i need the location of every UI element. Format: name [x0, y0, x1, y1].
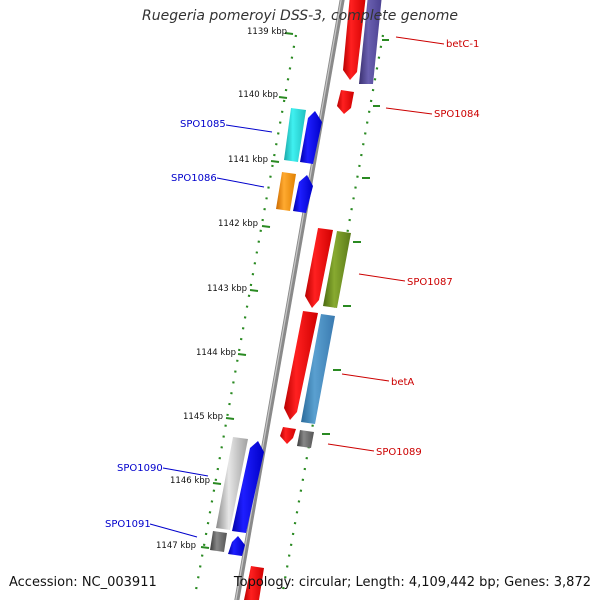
tick-mark	[225, 417, 235, 420]
topology-text: Topology: circular; Length: 4,109,442 bp…	[233, 575, 591, 590]
forward-strand-features	[210, 108, 322, 556]
gene-feature-blue	[228, 536, 245, 556]
gene-feature-purple	[359, 0, 382, 84]
tick-label: 1139 kbp	[247, 27, 287, 37]
gene-feature-blue	[232, 441, 264, 533]
label-leader-lines	[149, 36, 445, 538]
tick-mark	[237, 353, 247, 356]
minor-tick-marks	[322, 39, 389, 435]
gene-label-betA: betA	[391, 377, 414, 388]
genome-backbone	[234, 0, 345, 600]
tick-mark	[261, 225, 271, 228]
gene-label-betC-1: betC-1	[446, 39, 479, 50]
tick-mark	[212, 482, 222, 485]
gene-feature-red	[244, 566, 264, 600]
gene-label-SPO1086: SPO1086	[171, 173, 217, 184]
tick-mark	[270, 160, 280, 163]
tick-mark	[200, 546, 210, 549]
gene-feature-cyan	[284, 108, 306, 162]
gene-feature-olive	[323, 231, 351, 308]
tick-label: 1144 kbp	[196, 348, 236, 358]
tick-label: 1143 kbp	[207, 284, 247, 294]
tick-mark	[249, 289, 259, 292]
gene-label-SPO1089: SPO1089	[376, 447, 422, 458]
gene-feature-blue	[300, 111, 322, 164]
tick-mark	[284, 32, 294, 35]
gene-feature-red	[337, 90, 354, 114]
gene-feature-silver	[216, 437, 248, 530]
tick-mark	[278, 96, 288, 99]
gene-feature-red	[280, 427, 296, 444]
tick-marks	[200, 32, 294, 549]
tick-label: 1142 kbp	[218, 219, 258, 229]
gene-label-SPO1085: SPO1085	[180, 119, 226, 130]
tick-label: 1146 kbp	[170, 476, 210, 486]
tick-label: 1141 kbp	[228, 155, 268, 165]
gene-label-SPO1090: SPO1090	[117, 463, 163, 474]
gene-label-SPO1087: SPO1087	[407, 277, 453, 288]
gene-feature-red	[284, 311, 318, 420]
gene-feature-gray	[210, 531, 227, 552]
gene-feature-steelblue	[301, 314, 335, 424]
gene-feature-blue	[293, 175, 313, 213]
gene-label-SPO1084: SPO1084	[434, 109, 480, 120]
map-title: Ruegeria pomeroyi DSS-3, complete genome	[142, 8, 458, 24]
tick-label: 1140 kbp	[238, 90, 278, 100]
gene-labels: betC-1 SPO1084 SPO1085 SPO1086 SPO1087 b…	[105, 39, 480, 530]
reverse-strand-features	[244, 0, 382, 600]
gene-feature-red	[305, 228, 333, 308]
tick-label: 1145 kbp	[183, 412, 223, 422]
gene-label-SPO1091: SPO1091	[105, 519, 151, 530]
gene-feature-red	[343, 0, 366, 80]
accession-text: Accession: NC_003911	[9, 575, 157, 590]
tick-labels: 1139 kbp 1140 kbp 1141 kbp 1142 kbp 1143…	[156, 27, 287, 551]
gene-feature-gray	[297, 430, 314, 448]
gene-feature-orange	[276, 172, 296, 211]
tick-label: 1147 kbp	[156, 541, 196, 551]
